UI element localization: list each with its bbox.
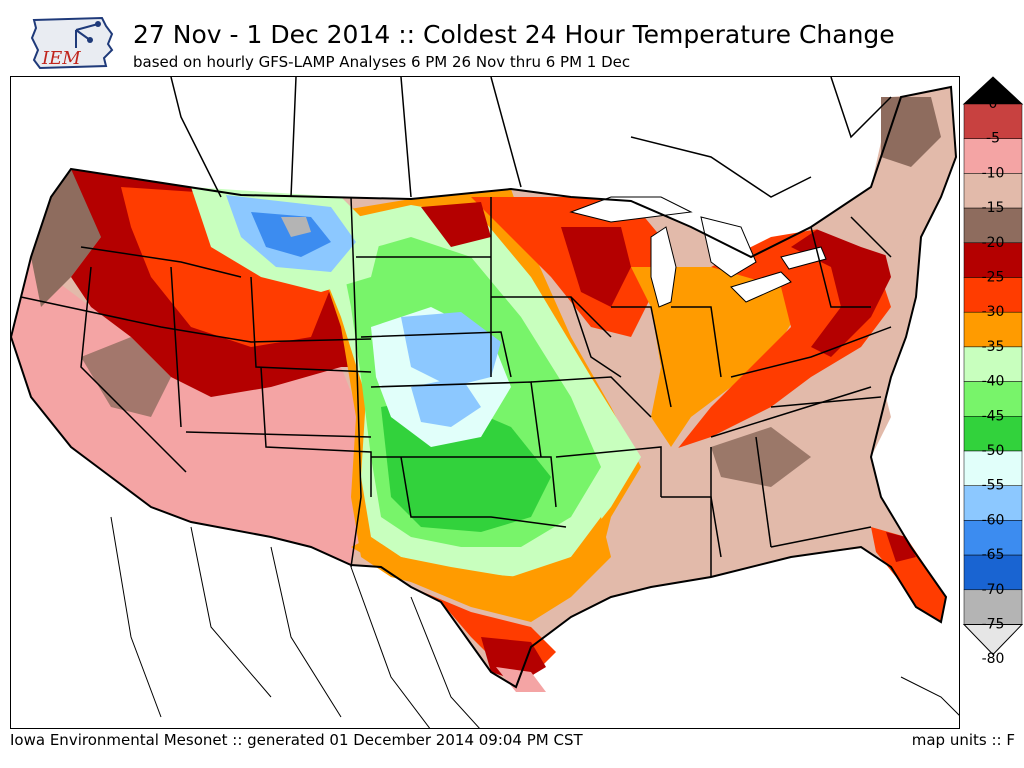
legend-tick-label: -5 xyxy=(986,131,1000,147)
legend-swatch xyxy=(963,207,1023,244)
map-title: 27 Nov - 1 Dec 2014 :: Coldest 24 Hour T… xyxy=(133,20,895,49)
great-basin-brown-patches xyxy=(81,337,171,417)
legend-swatch xyxy=(963,277,1023,313)
iem-logo: IEM xyxy=(28,14,118,74)
legend-tick-label: 0 xyxy=(989,96,998,112)
legend-tick-label: -15 xyxy=(982,200,1005,216)
west-pink-region xyxy=(11,257,371,565)
legend-swatch xyxy=(963,346,1023,382)
logo-text: IEM xyxy=(41,48,81,69)
canada-provinces xyxy=(170,77,892,198)
footer-credit: Iowa Environmental Mesonet :: generated … xyxy=(10,731,583,749)
legend-tick-label: -50 xyxy=(982,443,1005,459)
legend-tick-label: -40 xyxy=(982,374,1005,390)
legend-swatch xyxy=(963,520,1023,556)
legend-swatch xyxy=(963,416,1023,452)
wisconsin-dark-red-patch xyxy=(561,227,631,307)
legend-swatch xyxy=(963,589,1023,625)
color-legend: 0 -5 -10 -15 -20 -25 -30 -35 -40 -45 -50 -55 -60 -65 -… xyxy=(962,76,1024,691)
legend-swatch xyxy=(963,311,1023,348)
legend-tick-label: -75 xyxy=(982,617,1005,633)
texas-orange-band xyxy=(351,517,611,622)
legend-tick-label: -10 xyxy=(982,165,1005,181)
state-boundaries xyxy=(20,196,892,577)
legend-tick-label: -45 xyxy=(982,408,1005,424)
minnesota-dark-red-patch xyxy=(421,202,491,247)
legend-tick-label: -70 xyxy=(982,582,1005,598)
legend-swatch xyxy=(963,381,1023,417)
legend-tick-label: -30 xyxy=(982,304,1005,320)
legend-tick-label: -20 xyxy=(982,235,1005,251)
legend-tick-label: -55 xyxy=(982,478,1005,494)
temperature-change-map xyxy=(10,76,960,729)
lake-michigan xyxy=(650,226,677,308)
map-units-label: map units :: F xyxy=(911,731,1015,749)
legend-swatch xyxy=(963,450,1023,486)
legend-swatch xyxy=(963,485,1023,521)
lake-ontario xyxy=(780,246,827,270)
legend-swatch xyxy=(963,103,1023,139)
kansas-light-blue-patch xyxy=(411,377,481,427)
florida-dark-red-patch xyxy=(886,532,916,562)
legend-tick-label: -60 xyxy=(982,512,1005,528)
legend-tick-label: -65 xyxy=(982,547,1005,563)
montana-gray-patch xyxy=(281,217,311,237)
lake-erie xyxy=(730,271,792,303)
south-texas-pink-tip xyxy=(496,667,546,692)
legend-swatch xyxy=(963,242,1023,278)
ohio-valley-orange-region xyxy=(631,267,801,447)
legend-tick-label: -35 xyxy=(982,339,1005,355)
lake-huron xyxy=(700,216,757,278)
cuba-bahamas-outline xyxy=(900,676,959,716)
lake-superior xyxy=(569,196,693,223)
iowa-state-outline-icon xyxy=(30,16,114,70)
legend-swatch xyxy=(963,173,1023,209)
legend-swatch xyxy=(963,138,1023,174)
mexico-states xyxy=(110,516,480,728)
southeast-brown-patches xyxy=(711,427,811,487)
legend-bottom-arrow xyxy=(962,624,1024,656)
map-subtitle: based on hourly GFS-LAMP Analyses 6 PM 2… xyxy=(133,53,631,71)
legend-tick-label: -80 xyxy=(982,651,1005,667)
plains-light-blue-region xyxy=(401,312,501,387)
florida-peninsula xyxy=(871,527,946,622)
conus-outline xyxy=(11,85,958,689)
legend-tick-label: -25 xyxy=(982,270,1005,286)
